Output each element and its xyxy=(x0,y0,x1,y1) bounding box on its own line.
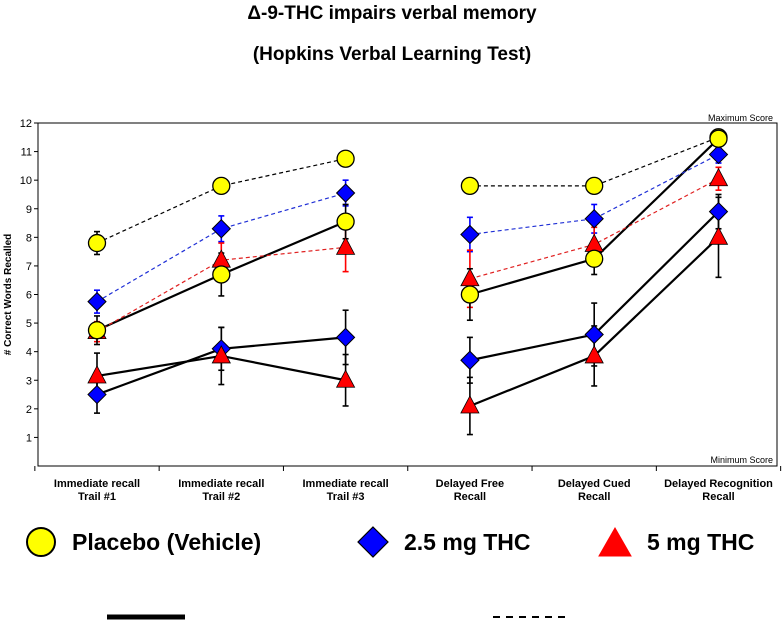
chart-title: Δ-9-THC impairs verbal memory xyxy=(247,3,537,24)
x-category-label: Recall xyxy=(578,491,610,500)
data-point xyxy=(335,369,356,388)
min-score-annotation: Minimum Score xyxy=(710,455,773,465)
data-point xyxy=(460,267,480,287)
circle-marker-icon xyxy=(26,527,56,557)
data-point xyxy=(87,365,107,384)
data-point xyxy=(708,167,729,187)
y-tick-label: 7 xyxy=(26,261,32,273)
data-point xyxy=(87,321,107,340)
legend-label: 2.5 mg THC xyxy=(404,528,531,555)
legend-label: Placebo (Vehicle) xyxy=(72,528,262,555)
x-category-label: Immediate recall xyxy=(178,478,264,490)
x-category-label: Delayed Recognition xyxy=(664,478,773,490)
y-tick-label: 4 xyxy=(26,347,32,359)
y-tick-label: 2 xyxy=(26,404,32,416)
data-point xyxy=(708,226,729,245)
y-tick-label: 9 xyxy=(26,204,32,216)
data-point xyxy=(584,233,604,252)
x-category-label: Delayed Cued xyxy=(558,478,631,490)
x-category-label: Immediate recall xyxy=(302,478,388,490)
chart-subtitle: (Hopkins Verbal Learning Test) xyxy=(252,44,532,65)
x-category-label: Trail #1 xyxy=(78,491,116,500)
data-point xyxy=(212,265,231,284)
series-line xyxy=(469,136,719,187)
data-point xyxy=(460,395,480,414)
legend-item-placebo: Placebo (Vehicle) xyxy=(24,522,261,562)
y-tick-label: 3 xyxy=(26,375,32,387)
legend-item-5mg: 5 mg THC xyxy=(597,522,754,562)
data-point xyxy=(211,345,231,364)
x-category-label: Trail #2 xyxy=(202,491,240,500)
x-category-label: Immediate recall xyxy=(54,478,140,490)
data-point xyxy=(87,291,107,312)
triangle-marker-icon xyxy=(598,526,632,557)
data-point xyxy=(336,212,355,231)
y-tick-label: 10 xyxy=(20,175,32,187)
legend-item-2-5mg: 2.5 mg THC xyxy=(356,522,531,562)
data-point xyxy=(335,327,356,348)
data-point xyxy=(87,233,107,253)
data-point xyxy=(708,201,729,222)
data-point xyxy=(87,384,107,405)
data-point xyxy=(585,176,604,196)
data-point xyxy=(460,224,480,245)
x-category-label: Recall xyxy=(702,491,734,500)
data-point xyxy=(460,350,480,370)
data-point xyxy=(335,183,356,203)
data-point xyxy=(211,249,231,268)
data-point xyxy=(584,209,604,229)
data-point xyxy=(335,236,356,255)
data-point xyxy=(336,149,355,168)
legend-label: 5 mg THC xyxy=(647,528,755,555)
y-tick-label: 11 xyxy=(21,147,32,159)
data-point xyxy=(212,176,231,196)
y-tick-label: 1 xyxy=(26,432,32,444)
x-category-label: Delayed Free xyxy=(436,478,504,490)
dashed-line-key xyxy=(493,616,571,618)
data-point xyxy=(211,219,232,239)
y-tick-label: 8 xyxy=(26,232,32,244)
diamond-marker-icon xyxy=(357,526,389,558)
data-point xyxy=(585,249,604,268)
solid-line-key xyxy=(107,614,185,620)
data-point xyxy=(709,129,728,148)
data-point xyxy=(584,324,604,345)
plot-frame xyxy=(37,122,778,467)
x-category-label: Recall xyxy=(454,491,486,500)
y-tick-label: 6 xyxy=(26,290,32,302)
data-point xyxy=(460,176,480,196)
series-line xyxy=(469,153,719,236)
data-point xyxy=(460,285,480,304)
data-point xyxy=(708,144,729,165)
data-point xyxy=(584,345,604,364)
y-tick-label: 5 xyxy=(26,318,32,330)
y-axis-label: # Correct Words Recalled xyxy=(3,234,14,356)
max-score-annotation: Maximum Score xyxy=(708,113,773,123)
y-tick-label: 12 xyxy=(20,118,32,130)
x-category-label: Trail #3 xyxy=(327,491,365,500)
